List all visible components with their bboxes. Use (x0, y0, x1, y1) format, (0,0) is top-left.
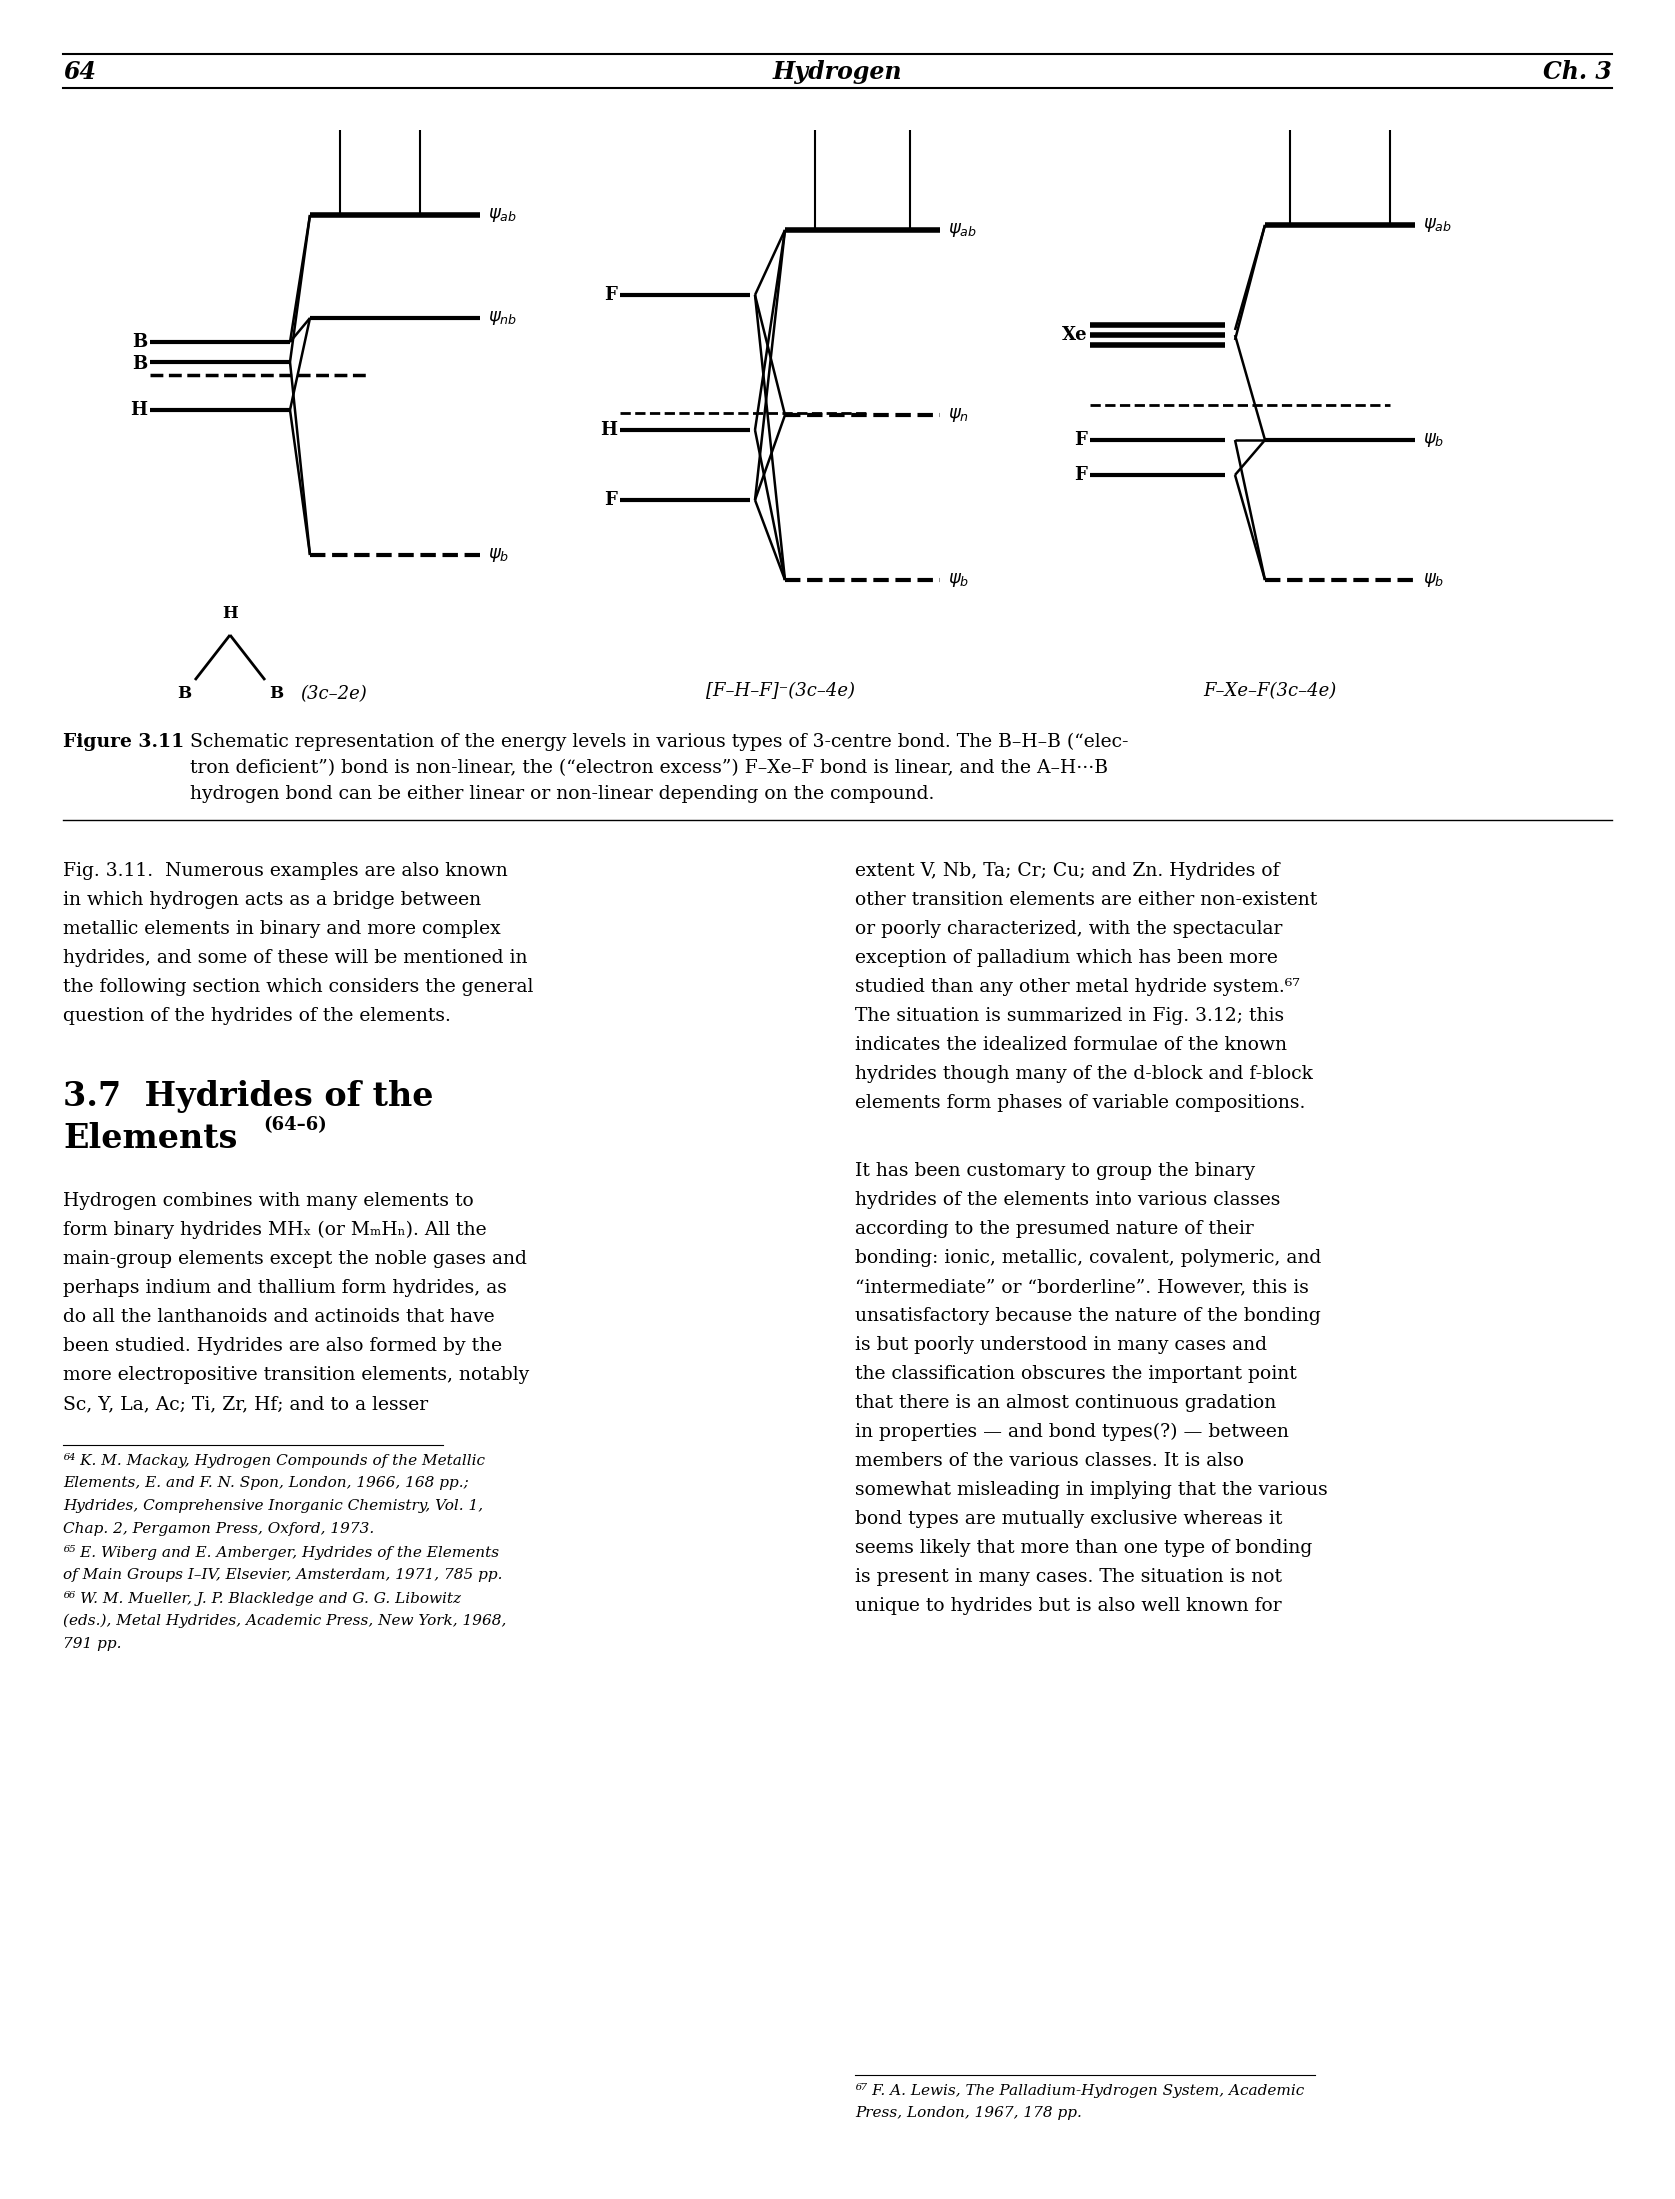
Text: F: F (1074, 431, 1087, 449)
Text: is but poorly understood in many cases and: is but poorly understood in many cases a… (854, 1337, 1266, 1355)
Text: in properties — and bond types(?) — between: in properties — and bond types(?) — betw… (854, 1423, 1288, 1440)
Text: hydrogen bond can be either linear or non-linear depending on the compound.: hydrogen bond can be either linear or no… (178, 785, 935, 803)
Text: been studied. Hydrides are also formed by the: been studied. Hydrides are also formed b… (64, 1337, 502, 1355)
Text: Hydrogen: Hydrogen (772, 59, 901, 84)
Text: (64–6): (64–6) (263, 1117, 327, 1135)
Text: in which hydrogen acts as a bridge between: in which hydrogen acts as a bridge betwe… (64, 891, 481, 908)
Text: other transition elements are either non-existent: other transition elements are either non… (854, 891, 1317, 908)
Text: Ch. 3: Ch. 3 (1543, 59, 1611, 84)
Text: F: F (1074, 466, 1087, 484)
Text: perhaps indium and thallium form hydrides, as: perhaps indium and thallium form hydride… (64, 1280, 508, 1297)
Text: ⁶⁷ F. A. Lewis, The Palladium-Hydrogen System, Academic: ⁶⁷ F. A. Lewis, The Palladium-Hydrogen S… (854, 2082, 1305, 2098)
Text: hydrides of the elements into various classes: hydrides of the elements into various cl… (854, 1192, 1280, 1209)
Text: (eds.), Metal Hydrides, Academic Press, New York, 1968,: (eds.), Metal Hydrides, Academic Press, … (64, 1614, 506, 1629)
Text: the following section which considers the general: the following section which considers th… (64, 979, 533, 996)
Text: hydrides though many of the d-block and f-block: hydrides though many of the d-block and … (854, 1064, 1313, 1082)
Text: [F–H–F]⁻(3c–4e): [F–H–F]⁻(3c–4e) (705, 682, 854, 699)
Text: Elements, E. and F. N. Spon, London, 1966, 168 pp.;: Elements, E. and F. N. Spon, London, 196… (64, 1476, 469, 1491)
Text: is present in many cases. The situation is not: is present in many cases. The situation … (854, 1568, 1281, 1585)
Text: “intermediate” or “borderline”. However, this is: “intermediate” or “borderline”. However,… (854, 1278, 1308, 1295)
Text: form binary hydrides MHₓ (or MₘHₙ). All the: form binary hydrides MHₓ (or MₘHₙ). All … (64, 1220, 487, 1240)
Text: metallic elements in binary and more complex: metallic elements in binary and more com… (64, 919, 501, 939)
Text: tron deficient”) bond is non-linear, the (“electron excess”) F–Xe–F bond is line: tron deficient”) bond is non-linear, the… (178, 759, 1107, 776)
Text: studied than any other metal hydride system.⁶⁷: studied than any other metal hydride sys… (854, 979, 1300, 996)
Text: Schematic representation of the energy levels in various types of 3-centre bond.: Schematic representation of the energy l… (178, 732, 1129, 752)
Text: $\psi_{ab}$: $\psi_{ab}$ (1424, 216, 1452, 233)
Text: $\psi_b$: $\psi_b$ (487, 545, 509, 563)
Text: B: B (132, 354, 147, 374)
Text: Xe: Xe (1062, 325, 1087, 343)
Text: $\psi_{ab}$: $\psi_{ab}$ (487, 207, 518, 224)
Text: ⁶⁵ E. Wiberg and E. Amberger, Hydrides of the Elements: ⁶⁵ E. Wiberg and E. Amberger, Hydrides o… (64, 1546, 499, 1559)
Text: $\psi_{ab}$: $\psi_{ab}$ (948, 222, 977, 240)
Text: (3c–2e): (3c–2e) (300, 686, 367, 704)
Text: more electropositive transition elements, notably: more electropositive transition elements… (64, 1366, 529, 1383)
Text: Chap. 2, Pergamon Press, Oxford, 1973.: Chap. 2, Pergamon Press, Oxford, 1973. (64, 1522, 374, 1535)
Text: Press, London, 1967, 178 pp.: Press, London, 1967, 178 pp. (854, 2107, 1082, 2120)
Text: B: B (270, 686, 283, 701)
Text: It has been customary to group the binary: It has been customary to group the binar… (854, 1161, 1255, 1181)
Text: of Main Groups I–IV, Elsevier, Amsterdam, 1971, 785 pp.: of Main Groups I–IV, Elsevier, Amsterdam… (64, 1568, 502, 1581)
Text: main-group elements except the noble gases and: main-group elements except the noble gas… (64, 1249, 528, 1269)
Text: question of the hydrides of the elements.: question of the hydrides of the elements… (64, 1007, 451, 1025)
Text: according to the presumed nature of their: according to the presumed nature of thei… (854, 1220, 1255, 1238)
Text: $\psi_b$: $\psi_b$ (1424, 572, 1444, 589)
Text: hydrides, and some of these will be mentioned in: hydrides, and some of these will be ment… (64, 950, 528, 968)
Text: indicates the idealized formulae of the known: indicates the idealized formulae of the … (854, 1036, 1286, 1053)
Text: F–Xe–F(3c–4e): F–Xe–F(3c–4e) (1203, 682, 1337, 699)
Text: $\psi_n$: $\psi_n$ (948, 407, 970, 424)
Text: exception of palladium which has been more: exception of palladium which has been mo… (854, 950, 1278, 968)
Text: $\psi_{nb}$: $\psi_{nb}$ (487, 310, 518, 328)
Text: $\psi_b$: $\psi_b$ (1424, 431, 1444, 449)
Text: H: H (223, 605, 238, 622)
Text: the classification obscures the important point: the classification obscures the importan… (854, 1366, 1296, 1383)
Text: elements form phases of variable compositions.: elements form phases of variable composi… (854, 1093, 1305, 1113)
Text: ⁶⁶ W. M. Mueller, J. P. Blackledge and G. G. Libowitz: ⁶⁶ W. M. Mueller, J. P. Blackledge and G… (64, 1592, 461, 1605)
Text: Elements: Elements (64, 1121, 238, 1154)
Text: bonding: ionic, metallic, covalent, polymeric, and: bonding: ionic, metallic, covalent, poly… (854, 1249, 1322, 1267)
Text: F: F (605, 490, 616, 508)
Text: F: F (605, 286, 616, 303)
Text: unique to hydrides but is also well known for: unique to hydrides but is also well know… (854, 1596, 1281, 1614)
Text: extent V, Nb, Ta; Cr; Cu; and Zn. Hydrides of: extent V, Nb, Ta; Cr; Cu; and Zn. Hydrid… (854, 862, 1280, 880)
Text: 791 pp.: 791 pp. (64, 1636, 122, 1651)
Text: 3.7  Hydrides of the: 3.7 Hydrides of the (64, 1080, 434, 1113)
Text: The situation is summarized in Fig. 3.12; this: The situation is summarized in Fig. 3.12… (854, 1007, 1285, 1025)
Text: Hydrogen combines with many elements to: Hydrogen combines with many elements to (64, 1192, 474, 1209)
Text: unsatisfactory because the nature of the bonding: unsatisfactory because the nature of the… (854, 1306, 1322, 1326)
Text: Fig. 3.11.  Numerous examples are also known: Fig. 3.11. Numerous examples are also kn… (64, 862, 508, 880)
Text: members of the various classes. It is also: members of the various classes. It is al… (854, 1451, 1245, 1469)
Text: bond types are mutually exclusive whereas it: bond types are mutually exclusive wherea… (854, 1511, 1283, 1528)
Text: do all the lanthanoids and actinoids that have: do all the lanthanoids and actinoids tha… (64, 1308, 494, 1326)
Text: Hydrides, Comprehensive Inorganic Chemistry, Vol. 1,: Hydrides, Comprehensive Inorganic Chemis… (64, 1500, 482, 1513)
Text: seems likely that more than one type of bonding: seems likely that more than one type of … (854, 1539, 1312, 1557)
Text: that there is an almost continuous gradation: that there is an almost continuous grada… (854, 1394, 1276, 1412)
Text: B: B (178, 686, 191, 701)
Text: B: B (132, 332, 147, 352)
Text: Figure 3.11: Figure 3.11 (64, 732, 184, 752)
Text: Sc, Y, La, Ac; Ti, Zr, Hf; and to a lesser: Sc, Y, La, Ac; Ti, Zr, Hf; and to a less… (64, 1394, 429, 1414)
Text: H: H (600, 420, 616, 440)
Text: $\psi_b$: $\psi_b$ (948, 572, 970, 589)
Text: ⁶⁴ K. M. Mackay, Hydrogen Compounds of the Metallic: ⁶⁴ K. M. Mackay, Hydrogen Compounds of t… (64, 1454, 486, 1469)
Text: somewhat misleading in implying that the various: somewhat misleading in implying that the… (854, 1480, 1328, 1500)
Text: H: H (131, 400, 147, 420)
Text: 64: 64 (64, 59, 95, 84)
Text: or poorly characterized, with the spectacular: or poorly characterized, with the specta… (854, 919, 1283, 939)
